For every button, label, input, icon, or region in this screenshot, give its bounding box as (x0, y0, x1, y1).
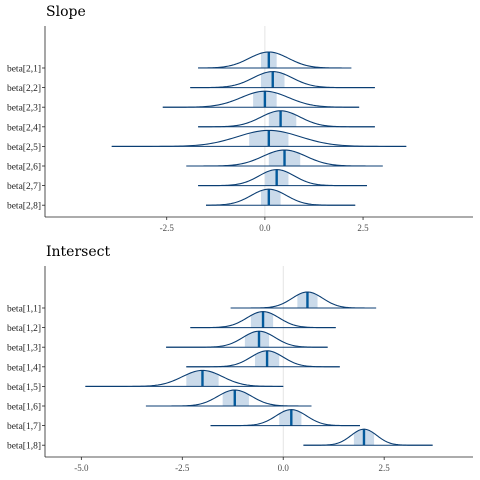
intersect-row: beta[1,5] (7, 369, 284, 393)
intersect-row: beta[1,4] (7, 350, 340, 373)
slope-row: beta[2,3] (7, 90, 360, 114)
intersect-x-tick-label: 2.5 (379, 463, 391, 473)
intersect-parameter-label: beta[1,4] (7, 363, 41, 373)
slope-credible-interval-area (268, 110, 297, 127)
intersect-row: beta[1,8] (7, 428, 433, 452)
intersect-x-tick-label: -2.5 (175, 463, 190, 473)
intersect-row: beta[1,2] (7, 311, 336, 334)
intersect-parameter-label: beta[1,7] (7, 422, 41, 432)
slope-parameter-label: beta[2,1] (7, 65, 41, 75)
intersect-row: beta[1,6] (7, 389, 312, 413)
intersect-panel: Intersect -5.0 -2.5 0.0 2.5 beta[1,1] beta[1,2… (7, 244, 473, 473)
slope-x-tick-label: -2.5 (160, 223, 175, 233)
intersect-parameter-label: beta[1,1] (7, 305, 41, 315)
intersect-x-tick-label: 0.0 (278, 463, 290, 473)
intersect-parameter-label: beta[1,5] (7, 383, 41, 393)
slope-row: beta[2,8] (7, 188, 356, 212)
intersect-density-curve (85, 369, 284, 387)
intersect-row: beta[1,7] (7, 409, 360, 432)
slope-parameter-label: beta[2,6] (7, 163, 41, 173)
slope-row: beta[2,6] (7, 149, 383, 173)
slope-parameter-label: beta[2,4] (7, 123, 41, 133)
intersect-parameter-label: beta[1,8] (7, 442, 41, 452)
intersect-parameter-label: beta[1,6] (7, 403, 41, 413)
slope-row: beta[2,4] (7, 110, 375, 133)
slope-parameter-label: beta[2,7] (7, 182, 41, 192)
slope-parameter-label: beta[2,2] (7, 84, 41, 94)
slope-parameter-label: beta[2,3] (7, 104, 41, 114)
slope-parameter-label: beta[2,5] (7, 143, 41, 153)
slope-row: beta[2,5] (7, 129, 407, 153)
slope-title: Slope (46, 4, 86, 20)
intersect-parameter-label: beta[1,3] (7, 344, 41, 354)
intersect-row: beta[1,3] (7, 330, 328, 354)
slope-row: beta[2,1] (7, 51, 352, 75)
slope-row: beta[2,2] (7, 71, 375, 94)
intersect-x-tick-label: -5.0 (74, 463, 89, 473)
slope-row: beta[2,7] (7, 169, 367, 192)
slope-x-tick-label: 0.0 (259, 223, 271, 233)
intersect-parameter-label: beta[1,2] (7, 324, 41, 334)
slope-parameter-label: beta[2,8] (7, 202, 41, 212)
slope-x-tick-label: 2.5 (357, 223, 369, 233)
intersect-credible-interval-area (244, 331, 270, 348)
intersect-row: beta[1,1] (7, 291, 377, 315)
slope-credible-interval-area (260, 189, 281, 206)
intersect-title: Intersect (46, 244, 110, 260)
slope-panel: Slope -2.5 0.0 2.5 beta[2,1] beta[2,2] beta[2,… (7, 4, 473, 233)
